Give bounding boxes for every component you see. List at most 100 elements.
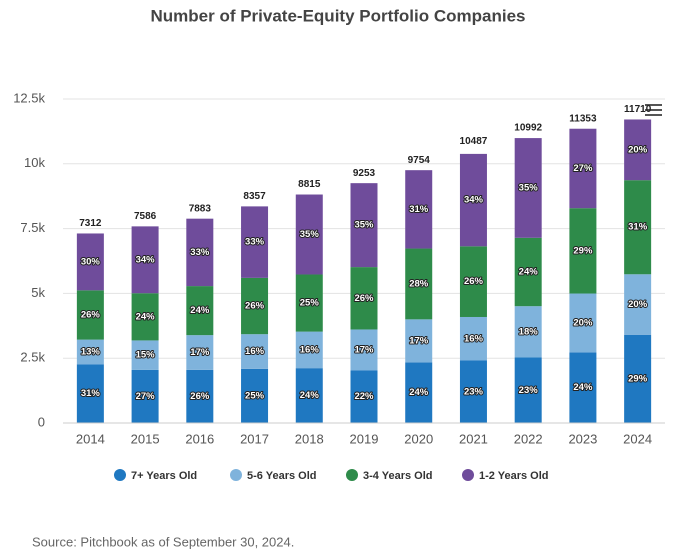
legend-label: 7+ Years Old xyxy=(131,470,197,482)
bar-segment xyxy=(514,306,542,358)
bar-segment xyxy=(350,329,378,371)
x-tick-label: 2017 xyxy=(240,431,269,446)
total-label: 11353 xyxy=(569,113,597,124)
bar-segment xyxy=(76,233,104,291)
bar-segment xyxy=(624,119,652,181)
bar-segment xyxy=(405,362,433,423)
bar-segment xyxy=(405,319,433,363)
segment-label: 17% xyxy=(409,335,429,346)
bar-segment xyxy=(295,194,323,275)
segment-label: 26% xyxy=(81,309,101,320)
x-tick-label: 2023 xyxy=(568,431,597,446)
segment-label: 15% xyxy=(136,350,156,361)
bar-segment xyxy=(459,153,487,247)
legend-label: 1-2 Years Old xyxy=(479,470,549,482)
segment-label: 30% xyxy=(81,256,101,267)
total-label: 7883 xyxy=(189,203,212,214)
bar-segment xyxy=(186,218,214,287)
total-label: 10487 xyxy=(460,136,488,147)
segment-label: 27% xyxy=(573,163,593,174)
segment-label: 28% xyxy=(409,278,429,289)
segment-label: 17% xyxy=(190,347,210,358)
segment-label: 25% xyxy=(300,298,320,309)
segment-label: 29% xyxy=(628,374,648,385)
bar-segment xyxy=(76,290,104,340)
x-tick-label: 2019 xyxy=(350,431,379,446)
total-label: 8815 xyxy=(298,179,321,190)
bar-segment xyxy=(186,286,214,336)
segment-label: 24% xyxy=(136,311,156,322)
segment-label: 31% xyxy=(628,222,648,233)
bar-segment xyxy=(76,339,104,365)
bar-segment xyxy=(295,331,323,369)
total-label: 9253 xyxy=(353,168,376,179)
bar-segment xyxy=(241,277,269,335)
segment-label: 16% xyxy=(300,344,320,355)
y-tick-label: 12.5k xyxy=(13,90,45,105)
bar-segment xyxy=(569,352,597,423)
bar-segment xyxy=(350,370,378,423)
bar-segment xyxy=(131,226,159,294)
segment-label: 23% xyxy=(464,386,484,397)
segment-label: 27% xyxy=(136,391,156,402)
bar-segment xyxy=(459,316,487,361)
bar-segment xyxy=(131,340,159,370)
legend-marker xyxy=(346,469,358,481)
segment-label: 35% xyxy=(354,220,374,231)
x-tick-label: 2016 xyxy=(185,431,214,446)
total-label: 9754 xyxy=(408,155,431,166)
segment-label: 35% xyxy=(300,229,320,240)
bar-segment xyxy=(514,237,542,307)
legend-label: 3-4 Years Old xyxy=(363,470,433,482)
y-tick-label: 2.5k xyxy=(20,350,45,365)
bar-segment xyxy=(131,293,159,341)
x-tick-label: 2021 xyxy=(459,431,488,446)
total-label: 8357 xyxy=(243,191,266,202)
segment-label: 24% xyxy=(300,390,320,401)
y-tick-label: 7.5k xyxy=(20,220,45,235)
segment-label: 34% xyxy=(464,195,484,206)
segment-label: 33% xyxy=(190,247,210,258)
legend-marker xyxy=(114,469,126,481)
segment-label: 20% xyxy=(628,144,648,155)
total-label: 10992 xyxy=(514,123,542,134)
bar-segment xyxy=(295,274,323,332)
x-tick-label: 2018 xyxy=(295,431,324,446)
y-tick-label: 5k xyxy=(31,285,45,300)
bar-segment xyxy=(624,180,652,275)
segment-label: 26% xyxy=(354,293,374,304)
legend-label: 5-6 Years Old xyxy=(247,470,317,482)
bar-segment xyxy=(405,170,433,249)
y-tick-label: 10k xyxy=(24,155,45,170)
segment-label: 16% xyxy=(464,333,484,344)
segment-label: 35% xyxy=(519,182,539,193)
bar-segment xyxy=(350,183,378,268)
bar-segment xyxy=(131,369,159,423)
bar-segment xyxy=(514,357,542,423)
segment-label: 33% xyxy=(245,237,265,248)
bar-segment xyxy=(459,360,487,423)
y-tick-label: 0 xyxy=(38,414,45,429)
total-label: 7312 xyxy=(79,218,102,229)
bar-segment xyxy=(76,364,104,423)
segment-label: 23% xyxy=(519,385,539,396)
segment-label: 22% xyxy=(354,391,374,402)
segment-label: 20% xyxy=(573,317,593,328)
segment-label: 24% xyxy=(190,305,210,316)
bar-segment xyxy=(569,128,597,209)
x-tick-label: 2024 xyxy=(623,431,652,446)
bar-segment xyxy=(186,369,214,423)
segment-label: 24% xyxy=(409,387,429,398)
segment-label: 24% xyxy=(573,382,593,393)
segment-label: 34% xyxy=(136,254,156,265)
segment-label: 16% xyxy=(245,346,265,357)
segment-label: 31% xyxy=(81,388,101,399)
x-tick-label: 2015 xyxy=(131,431,160,446)
legend-marker xyxy=(462,469,474,481)
bar-segment xyxy=(241,206,269,278)
chart-title: Number of Private-Equity Portfolio Compa… xyxy=(151,6,526,25)
bar-segment xyxy=(405,248,433,320)
menu-icon[interactable] xyxy=(645,104,662,116)
x-tick-label: 2022 xyxy=(514,431,543,446)
